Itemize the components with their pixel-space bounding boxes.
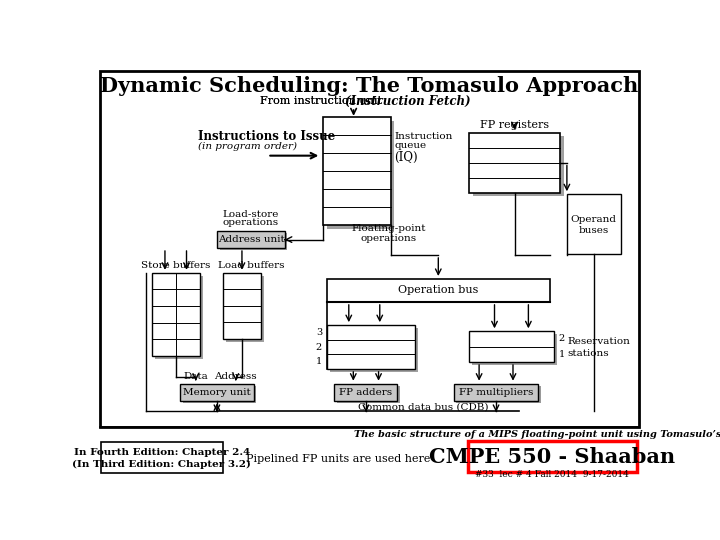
Text: The basic structure of a MIPS floating-point unit using Tomasulo’s algorithm: The basic structure of a MIPS floating-p… xyxy=(354,430,720,439)
Text: operations: operations xyxy=(222,218,279,227)
Bar xyxy=(473,137,564,197)
Text: (IQ): (IQ) xyxy=(395,151,418,164)
Bar xyxy=(469,331,554,362)
Bar xyxy=(217,231,285,248)
Bar xyxy=(456,386,541,403)
Text: CMPE 550 - Shaaban: CMPE 550 - Shaaban xyxy=(429,447,675,467)
Text: (In Third Edition: Chapter 3.2): (In Third Edition: Chapter 3.2) xyxy=(73,460,251,469)
Text: From instruction unit: From instruction unit xyxy=(260,96,382,106)
Text: Dynamic Scheduling: The Tomasulo Approach: Dynamic Scheduling: The Tomasulo Approac… xyxy=(100,76,638,96)
Text: 2: 2 xyxy=(316,342,322,352)
Text: Common data bus (CDB): Common data bus (CDB) xyxy=(358,402,488,411)
Text: Operation bus: Operation bus xyxy=(398,286,479,295)
Text: stations: stations xyxy=(567,349,609,358)
Bar xyxy=(220,233,287,251)
Text: Reservation: Reservation xyxy=(567,337,631,346)
Bar xyxy=(323,117,390,225)
Text: Instructions to Issue: Instructions to Issue xyxy=(198,130,336,143)
Bar xyxy=(334,383,397,401)
Bar xyxy=(467,441,637,472)
Bar xyxy=(226,276,264,342)
Bar xyxy=(152,273,199,356)
Text: buses: buses xyxy=(579,226,609,235)
Text: Instruction: Instruction xyxy=(395,132,453,141)
Bar xyxy=(454,383,539,401)
Bar xyxy=(180,383,253,401)
Bar xyxy=(155,276,203,359)
Text: In Fourth Edition: Chapter 2.4: In Fourth Edition: Chapter 2.4 xyxy=(73,448,250,457)
Text: FP multipliers: FP multipliers xyxy=(459,388,534,396)
Bar xyxy=(99,71,639,427)
Text: Store buffers: Store buffers xyxy=(141,260,210,269)
Text: Data: Data xyxy=(184,372,208,381)
Text: 2: 2 xyxy=(559,334,564,343)
Text: Memory unit: Memory unit xyxy=(183,388,251,396)
Text: Load buffers: Load buffers xyxy=(218,260,284,269)
Text: Floating-point: Floating-point xyxy=(351,224,426,233)
Bar xyxy=(327,279,550,302)
Text: Pipelined FP units are used here: Pipelined FP units are used here xyxy=(246,454,431,464)
Bar xyxy=(327,121,395,229)
Text: Load-store: Load-store xyxy=(222,210,279,219)
Text: (in program order): (in program order) xyxy=(198,142,297,151)
Text: Address unit: Address unit xyxy=(218,235,284,244)
Text: FP registers: FP registers xyxy=(480,120,549,130)
Text: 1: 1 xyxy=(316,357,322,366)
Text: From instruction unit: From instruction unit xyxy=(260,96,382,106)
Bar xyxy=(327,325,415,369)
Text: Address: Address xyxy=(215,372,257,381)
Bar xyxy=(222,273,261,339)
Text: 1: 1 xyxy=(559,350,564,359)
Bar xyxy=(183,386,256,403)
Bar xyxy=(472,334,557,365)
Bar xyxy=(330,328,418,372)
Text: #33  lec # 4 Fall 2014  9-17-2014: #33 lec # 4 Fall 2014 9-17-2014 xyxy=(475,470,629,479)
Bar xyxy=(567,194,621,254)
Text: Operand: Operand xyxy=(571,215,617,224)
Text: operations: operations xyxy=(360,233,416,242)
Bar xyxy=(469,132,560,193)
Text: FP adders: FP adders xyxy=(339,388,392,396)
Text: (Instruction Fetch): (Instruction Fetch) xyxy=(345,94,470,107)
Bar xyxy=(101,442,222,473)
Bar xyxy=(337,386,400,403)
Text: queue: queue xyxy=(395,141,426,150)
Text: 3: 3 xyxy=(316,328,322,337)
